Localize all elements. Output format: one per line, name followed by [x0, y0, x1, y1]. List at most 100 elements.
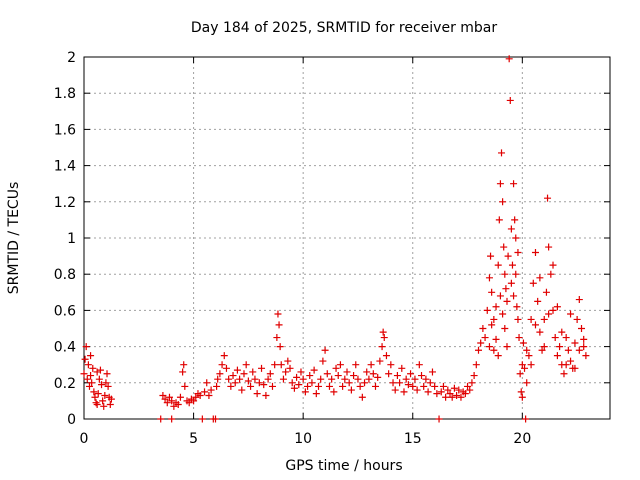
data-point: [218, 361, 226, 369]
data-point: [500, 243, 508, 251]
data-point: [437, 388, 445, 396]
data-point: [418, 372, 426, 380]
data-point: [170, 402, 178, 410]
x-axis-label: GPS time / hours: [285, 458, 402, 474]
data-point: [580, 343, 588, 351]
data-point: [98, 381, 106, 389]
data-point: [87, 372, 95, 380]
data-point: [525, 352, 533, 360]
data-point: [496, 292, 504, 300]
x-tick-label: 5: [189, 431, 198, 447]
data-point: [165, 393, 173, 401]
data-point: [503, 297, 511, 305]
data-point: [564, 346, 572, 354]
data-point: [304, 382, 312, 390]
data-point: [542, 288, 550, 296]
data-point: [168, 415, 176, 423]
y-tick-label: 0.8: [54, 267, 76, 283]
data-point: [216, 370, 224, 378]
data-point: [540, 343, 548, 351]
data-point: [336, 361, 344, 369]
data-point: [439, 382, 447, 390]
data-point: [580, 335, 588, 343]
data-point: [575, 296, 583, 304]
data-point: [319, 357, 327, 365]
data-point: [104, 382, 112, 390]
y-tick-label: 1.4: [54, 159, 76, 175]
data-point: [290, 384, 298, 392]
data-point: [317, 375, 325, 383]
data-point: [95, 375, 103, 383]
data-point: [551, 334, 559, 342]
x-tick-label: 15: [404, 431, 422, 447]
data-point: [255, 379, 263, 387]
data-point: [93, 401, 101, 409]
data-point: [371, 382, 379, 390]
y-tick-label: 0.4: [54, 340, 76, 356]
data-point: [81, 355, 89, 363]
data-point: [334, 372, 342, 380]
data-point: [85, 382, 93, 390]
data-point: [470, 372, 478, 380]
data-point: [227, 382, 235, 390]
data-point: [84, 361, 92, 369]
data-point: [510, 292, 518, 300]
data-point: [367, 361, 375, 369]
data-point: [286, 364, 294, 372]
data-point: [479, 325, 487, 332]
data-point: [400, 388, 408, 396]
data-point: [523, 346, 531, 354]
data-point: [91, 393, 99, 401]
data-point: [297, 368, 305, 376]
data-points: [80, 55, 590, 423]
data-point: [323, 370, 331, 378]
data-point: [376, 357, 384, 365]
data-point: [582, 352, 590, 360]
data-point: [88, 379, 96, 387]
data-point: [529, 279, 537, 287]
y-tick-label: 1: [67, 231, 76, 247]
data-point: [481, 334, 489, 342]
y-tick-label: 1.6: [54, 122, 76, 138]
data-point: [504, 252, 512, 260]
data-point: [203, 379, 211, 387]
data-point: [249, 368, 257, 376]
data-point: [301, 388, 309, 396]
chart-title: Day 184 of 2025, SRMTID for receiver mba…: [191, 20, 498, 36]
data-point: [89, 364, 97, 372]
data-point: [544, 194, 552, 202]
data-point: [174, 401, 182, 409]
data-point: [531, 321, 539, 329]
data-point: [93, 368, 101, 376]
data-point: [236, 375, 244, 383]
data-point: [422, 375, 430, 383]
data-point: [251, 375, 259, 383]
data-point: [485, 274, 493, 282]
y-tick-label: 2: [67, 50, 76, 66]
data-point: [299, 375, 307, 383]
data-point: [179, 368, 187, 376]
data-point: [332, 364, 340, 372]
data-point: [407, 370, 415, 378]
data-point: [328, 375, 336, 383]
data-point: [518, 393, 526, 401]
data-point: [315, 382, 323, 390]
data-point: [450, 384, 458, 392]
data-point: [398, 364, 406, 372]
y-tick-label: 0.2: [54, 376, 76, 392]
data-point: [308, 379, 316, 387]
data-point: [488, 321, 496, 329]
data-point: [385, 370, 393, 378]
data-point: [393, 372, 401, 380]
data-point: [521, 364, 529, 372]
data-point: [571, 339, 579, 347]
data-point: [306, 372, 314, 380]
data-point: [325, 382, 333, 390]
data-point: [268, 382, 276, 390]
data-point: [343, 368, 351, 376]
data-point: [279, 375, 287, 383]
data-point: [276, 343, 284, 351]
data-point: [83, 375, 91, 383]
data-point: [330, 388, 338, 396]
data-point: [87, 352, 95, 360]
